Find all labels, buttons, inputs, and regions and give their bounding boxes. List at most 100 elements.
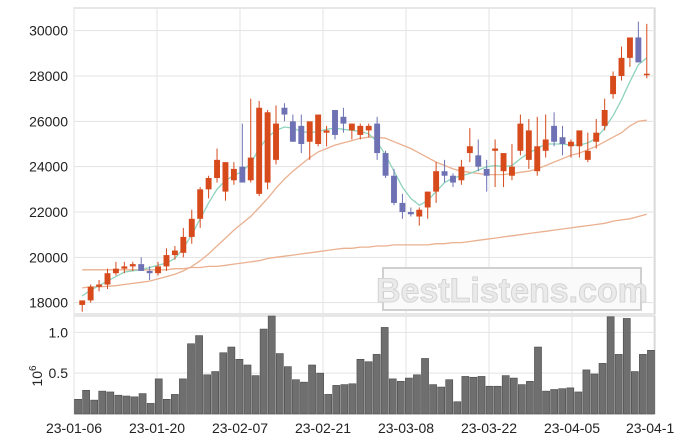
candle-body: [214, 159, 220, 178]
candle-body: [256, 107, 263, 194]
candle: [441, 159, 448, 183]
volume-bar: [630, 371, 639, 415]
ma-fast-line: [81, 57, 648, 297]
volume-bar: [171, 394, 179, 415]
candle-body: [87, 286, 94, 301]
candle: [483, 159, 490, 192]
candle-body: [618, 57, 625, 76]
candle: [104, 268, 111, 290]
candle-body: [584, 150, 591, 160]
volume-bar: [526, 381, 534, 415]
candle: [407, 207, 414, 217]
volume-bar: [493, 385, 502, 415]
volume-bar: [284, 366, 292, 415]
volume-bar: [211, 371, 220, 415]
candle: [382, 150, 389, 178]
watermark: BestListens.com: [375, 267, 649, 311]
candle: [264, 110, 271, 190]
price-tick-label: 26000: [29, 113, 68, 129]
watermark-text: BestListens.com: [376, 272, 648, 310]
volume-bar: [380, 327, 389, 415]
price-tick-label: 30000: [29, 23, 68, 39]
candle: [129, 261, 136, 271]
candle: [626, 37, 633, 67]
candle-body: [188, 218, 195, 237]
candle: [163, 248, 170, 271]
volume-bar: [501, 375, 510, 415]
candle: [315, 114, 322, 147]
candle: [340, 107, 347, 133]
candle-body: [197, 189, 204, 219]
candle-body: [466, 146, 473, 154]
volume-bar: [90, 399, 99, 415]
candle: [332, 110, 338, 140]
candle-body: [273, 123, 279, 160]
candle-body: [500, 153, 507, 172]
candle-body: [551, 125, 558, 142]
volume-bar: [130, 396, 139, 415]
volume-bar: [74, 398, 82, 415]
candle: [230, 162, 237, 185]
moving-average-lines: [81, 57, 648, 297]
candle: [458, 159, 465, 185]
candle-body: [289, 121, 296, 142]
price-tick-label: 24000: [29, 159, 68, 175]
candle-body: [163, 255, 170, 267]
volume-exponent-label: 106: [28, 365, 45, 387]
candle-body: [407, 212, 414, 215]
volume-bar: [574, 391, 583, 415]
candle-body: [96, 284, 103, 287]
volume-bar: [421, 358, 429, 415]
candle-body: [298, 125, 305, 144]
x-tick-label: 23-03-22: [461, 420, 517, 436]
price-y-axis: 18000 20000 22000 24000 26000 28000 30000: [29, 23, 68, 311]
candle-body: [458, 166, 465, 181]
candle-body: [222, 162, 229, 192]
candle-body: [509, 166, 515, 176]
candle: [96, 280, 103, 292]
candle: [323, 125, 330, 147]
candle-body: [475, 155, 482, 167]
volume-bar: [647, 349, 655, 415]
candle-body: [391, 175, 397, 203]
volume-bar: [203, 374, 211, 415]
candle-body: [146, 270, 153, 274]
candle-body: [230, 168, 237, 181]
candle-body: [247, 157, 254, 181]
volume-bar: [356, 358, 365, 415]
candle: [357, 123, 364, 140]
volume-bar: [187, 343, 195, 415]
volume-bar: [437, 386, 445, 415]
candle-body: [332, 110, 338, 135]
candle-body: [517, 123, 524, 151]
candle: [239, 123, 246, 183]
volume-bar: [477, 376, 486, 415]
candle-body: [382, 153, 389, 176]
candle: [635, 21, 642, 63]
volume-bar: [243, 364, 252, 415]
volume-bar: [485, 385, 494, 415]
candle-body: [171, 250, 178, 256]
volume-bar: [348, 383, 357, 415]
candle: [509, 144, 515, 181]
candle-body: [433, 171, 440, 192]
volume-bar: [154, 378, 163, 415]
candle: [500, 153, 507, 188]
volume-bar: [316, 372, 324, 415]
volume-bar: [179, 378, 187, 415]
candle: [601, 98, 608, 131]
candle: [643, 23, 650, 79]
volume-bar: [534, 346, 542, 415]
candle-body: [441, 171, 448, 176]
candle-body: [626, 37, 633, 58]
volume-bar: [518, 384, 526, 415]
candle: [475, 139, 482, 172]
candle-body: [525, 130, 532, 160]
volume-bar: [590, 373, 599, 415]
candle: [197, 187, 204, 228]
candle-body: [79, 300, 86, 305]
candle-body: [205, 178, 212, 190]
candle-body: [610, 76, 617, 95]
volume-tick-label: 0.5: [49, 365, 69, 381]
volume-bar: [106, 391, 115, 415]
